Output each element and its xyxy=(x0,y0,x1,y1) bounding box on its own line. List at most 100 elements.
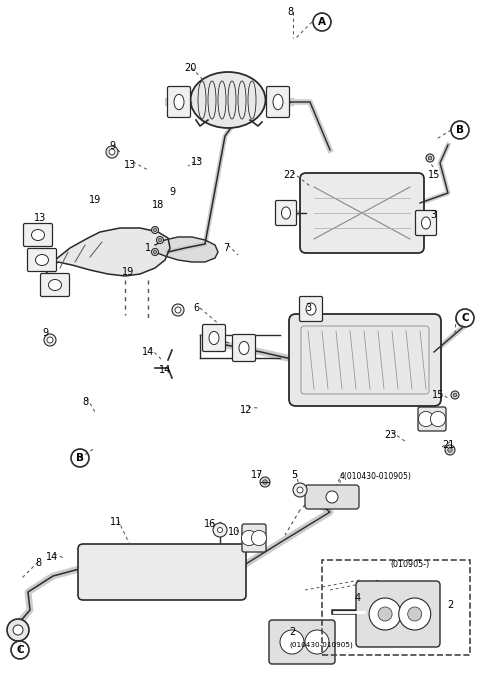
Ellipse shape xyxy=(281,207,290,219)
Circle shape xyxy=(431,411,445,427)
FancyBboxPatch shape xyxy=(269,620,335,664)
Text: 15: 15 xyxy=(428,170,440,180)
Text: 17: 17 xyxy=(251,470,263,480)
Circle shape xyxy=(109,149,115,155)
Circle shape xyxy=(47,337,53,343)
Text: 6: 6 xyxy=(193,303,199,313)
Text: 3: 3 xyxy=(305,303,311,313)
FancyBboxPatch shape xyxy=(266,86,289,117)
Text: 2: 2 xyxy=(289,627,295,637)
Text: 18: 18 xyxy=(152,200,164,210)
FancyBboxPatch shape xyxy=(300,296,323,321)
FancyBboxPatch shape xyxy=(418,407,446,431)
Circle shape xyxy=(152,248,158,256)
Circle shape xyxy=(106,146,118,158)
Circle shape xyxy=(451,391,459,399)
Circle shape xyxy=(378,607,392,621)
Text: (010905-): (010905-) xyxy=(390,560,429,570)
Circle shape xyxy=(445,445,455,455)
Text: B: B xyxy=(456,125,464,135)
Circle shape xyxy=(426,154,434,162)
Text: 13: 13 xyxy=(124,160,136,170)
Ellipse shape xyxy=(239,342,249,354)
Text: 14: 14 xyxy=(46,552,58,562)
Text: 19: 19 xyxy=(89,195,101,205)
Circle shape xyxy=(154,228,156,232)
Circle shape xyxy=(399,598,431,630)
Text: 4(010430-010905): 4(010430-010905) xyxy=(340,472,412,481)
Text: B: B xyxy=(76,453,84,463)
Ellipse shape xyxy=(36,254,48,265)
FancyBboxPatch shape xyxy=(232,335,255,362)
Circle shape xyxy=(175,307,181,313)
Circle shape xyxy=(172,304,184,316)
FancyBboxPatch shape xyxy=(305,485,359,509)
FancyBboxPatch shape xyxy=(168,86,191,117)
Text: 5: 5 xyxy=(291,470,297,480)
Ellipse shape xyxy=(273,95,283,110)
Polygon shape xyxy=(45,228,170,290)
FancyBboxPatch shape xyxy=(78,544,246,600)
FancyBboxPatch shape xyxy=(24,223,52,246)
FancyBboxPatch shape xyxy=(289,314,441,406)
FancyBboxPatch shape xyxy=(356,581,440,647)
Text: 9: 9 xyxy=(169,187,175,197)
Text: 19: 19 xyxy=(122,267,134,277)
Text: 14: 14 xyxy=(159,365,171,375)
Circle shape xyxy=(293,483,307,497)
Circle shape xyxy=(408,607,422,621)
Text: 13: 13 xyxy=(34,213,46,223)
Circle shape xyxy=(419,411,433,427)
Text: 9: 9 xyxy=(109,141,115,151)
Circle shape xyxy=(263,480,267,484)
Text: 1: 1 xyxy=(145,243,151,253)
Ellipse shape xyxy=(32,230,45,240)
Circle shape xyxy=(241,531,257,545)
Text: 8: 8 xyxy=(35,558,41,568)
Text: 21: 21 xyxy=(442,440,454,450)
Circle shape xyxy=(305,630,329,654)
Text: 9: 9 xyxy=(42,328,48,338)
Circle shape xyxy=(326,491,338,503)
Text: 22: 22 xyxy=(284,170,296,180)
Ellipse shape xyxy=(209,331,219,345)
Bar xyxy=(322,560,470,655)
FancyBboxPatch shape xyxy=(40,273,70,296)
FancyBboxPatch shape xyxy=(242,524,266,552)
Text: 16: 16 xyxy=(204,519,216,529)
Text: 15: 15 xyxy=(432,390,444,400)
Text: 7: 7 xyxy=(223,243,229,253)
Circle shape xyxy=(369,598,401,630)
FancyBboxPatch shape xyxy=(416,211,436,236)
Circle shape xyxy=(154,250,156,254)
Text: 4: 4 xyxy=(355,593,361,603)
Circle shape xyxy=(158,238,162,242)
Text: 8: 8 xyxy=(82,397,88,407)
Circle shape xyxy=(156,236,164,244)
Circle shape xyxy=(448,448,452,452)
FancyBboxPatch shape xyxy=(27,248,57,271)
FancyBboxPatch shape xyxy=(276,200,297,225)
Text: 3: 3 xyxy=(430,210,436,220)
Circle shape xyxy=(13,625,23,635)
FancyBboxPatch shape xyxy=(300,173,424,253)
Circle shape xyxy=(252,531,266,545)
Circle shape xyxy=(453,394,457,397)
Text: C: C xyxy=(16,645,24,655)
Circle shape xyxy=(280,630,304,654)
Ellipse shape xyxy=(48,279,61,290)
Circle shape xyxy=(297,487,303,493)
Text: 13: 13 xyxy=(191,157,203,167)
Text: C: C xyxy=(461,313,469,323)
Circle shape xyxy=(217,527,223,533)
Text: A: A xyxy=(318,17,326,27)
Text: 11: 11 xyxy=(110,517,122,527)
Circle shape xyxy=(7,619,29,641)
Ellipse shape xyxy=(191,72,265,128)
FancyBboxPatch shape xyxy=(203,325,226,352)
Circle shape xyxy=(44,334,56,346)
Text: 14: 14 xyxy=(142,347,154,357)
Circle shape xyxy=(428,156,432,160)
Ellipse shape xyxy=(421,217,431,229)
Text: 2: 2 xyxy=(447,600,453,610)
